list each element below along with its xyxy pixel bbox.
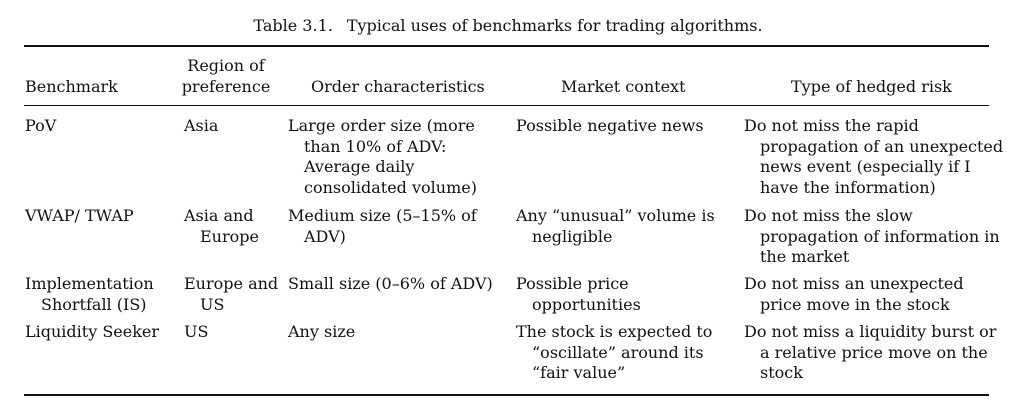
table-cell-region: Asia xyxy=(184,116,219,135)
table-cell-benchmark: VWAP/ TWAP xyxy=(25,206,134,225)
table-cell-market: The stock is expected to “oscillate” aro… xyxy=(516,322,713,382)
table-cell-order: Small size (0–6% of ADV) xyxy=(288,274,493,293)
table-cell-region: Europe and US xyxy=(184,274,279,314)
header-market: Market context xyxy=(561,77,686,96)
table-number: Table 3.1. xyxy=(253,16,333,35)
table-cell-risk: Do not miss the rapid propagation of an … xyxy=(744,116,1004,197)
header-benchmark: Benchmark xyxy=(25,77,118,96)
header-order: Order characteristics xyxy=(311,77,485,96)
table-cell-region: Asia and Europe xyxy=(184,206,259,246)
table-cell-risk: Do not miss an unexpected price move in … xyxy=(744,274,964,314)
table-cell-market: Possible price opportunities xyxy=(516,274,641,314)
header-risk: Type of hedged risk xyxy=(791,77,952,96)
table-caption: Table 3.1. Typical uses of benchmarks for… xyxy=(0,16,1016,36)
table-cell-benchmark: Implementation Shortfall (IS) xyxy=(25,274,154,314)
top-rule xyxy=(24,45,989,47)
table-cell-order: Any size xyxy=(288,322,356,341)
table-cell-region: US xyxy=(184,322,209,341)
bottom-rule xyxy=(24,394,989,396)
header-region: Region of preference xyxy=(181,56,271,96)
table-cell-risk: Do not miss a liquidity burst or a relat… xyxy=(744,322,997,382)
table-cell-risk: Do not miss the slow propagation of info… xyxy=(744,206,1000,266)
table-cell-benchmark: Liquidity Seeker xyxy=(25,322,160,341)
table-cell-benchmark: PoV xyxy=(25,116,57,135)
table-cell-order: Large order size (more than 10% of ADV: … xyxy=(288,116,477,197)
table-cell-order: Medium size (5–15% of ADV) xyxy=(288,206,477,246)
header-rule xyxy=(24,105,989,106)
table-cell-market: Any “unusual” volume is negligible xyxy=(516,206,715,246)
table-cell-market: Possible negative news xyxy=(516,116,704,135)
table-title: Typical uses of benchmarks for trading a… xyxy=(346,16,763,35)
